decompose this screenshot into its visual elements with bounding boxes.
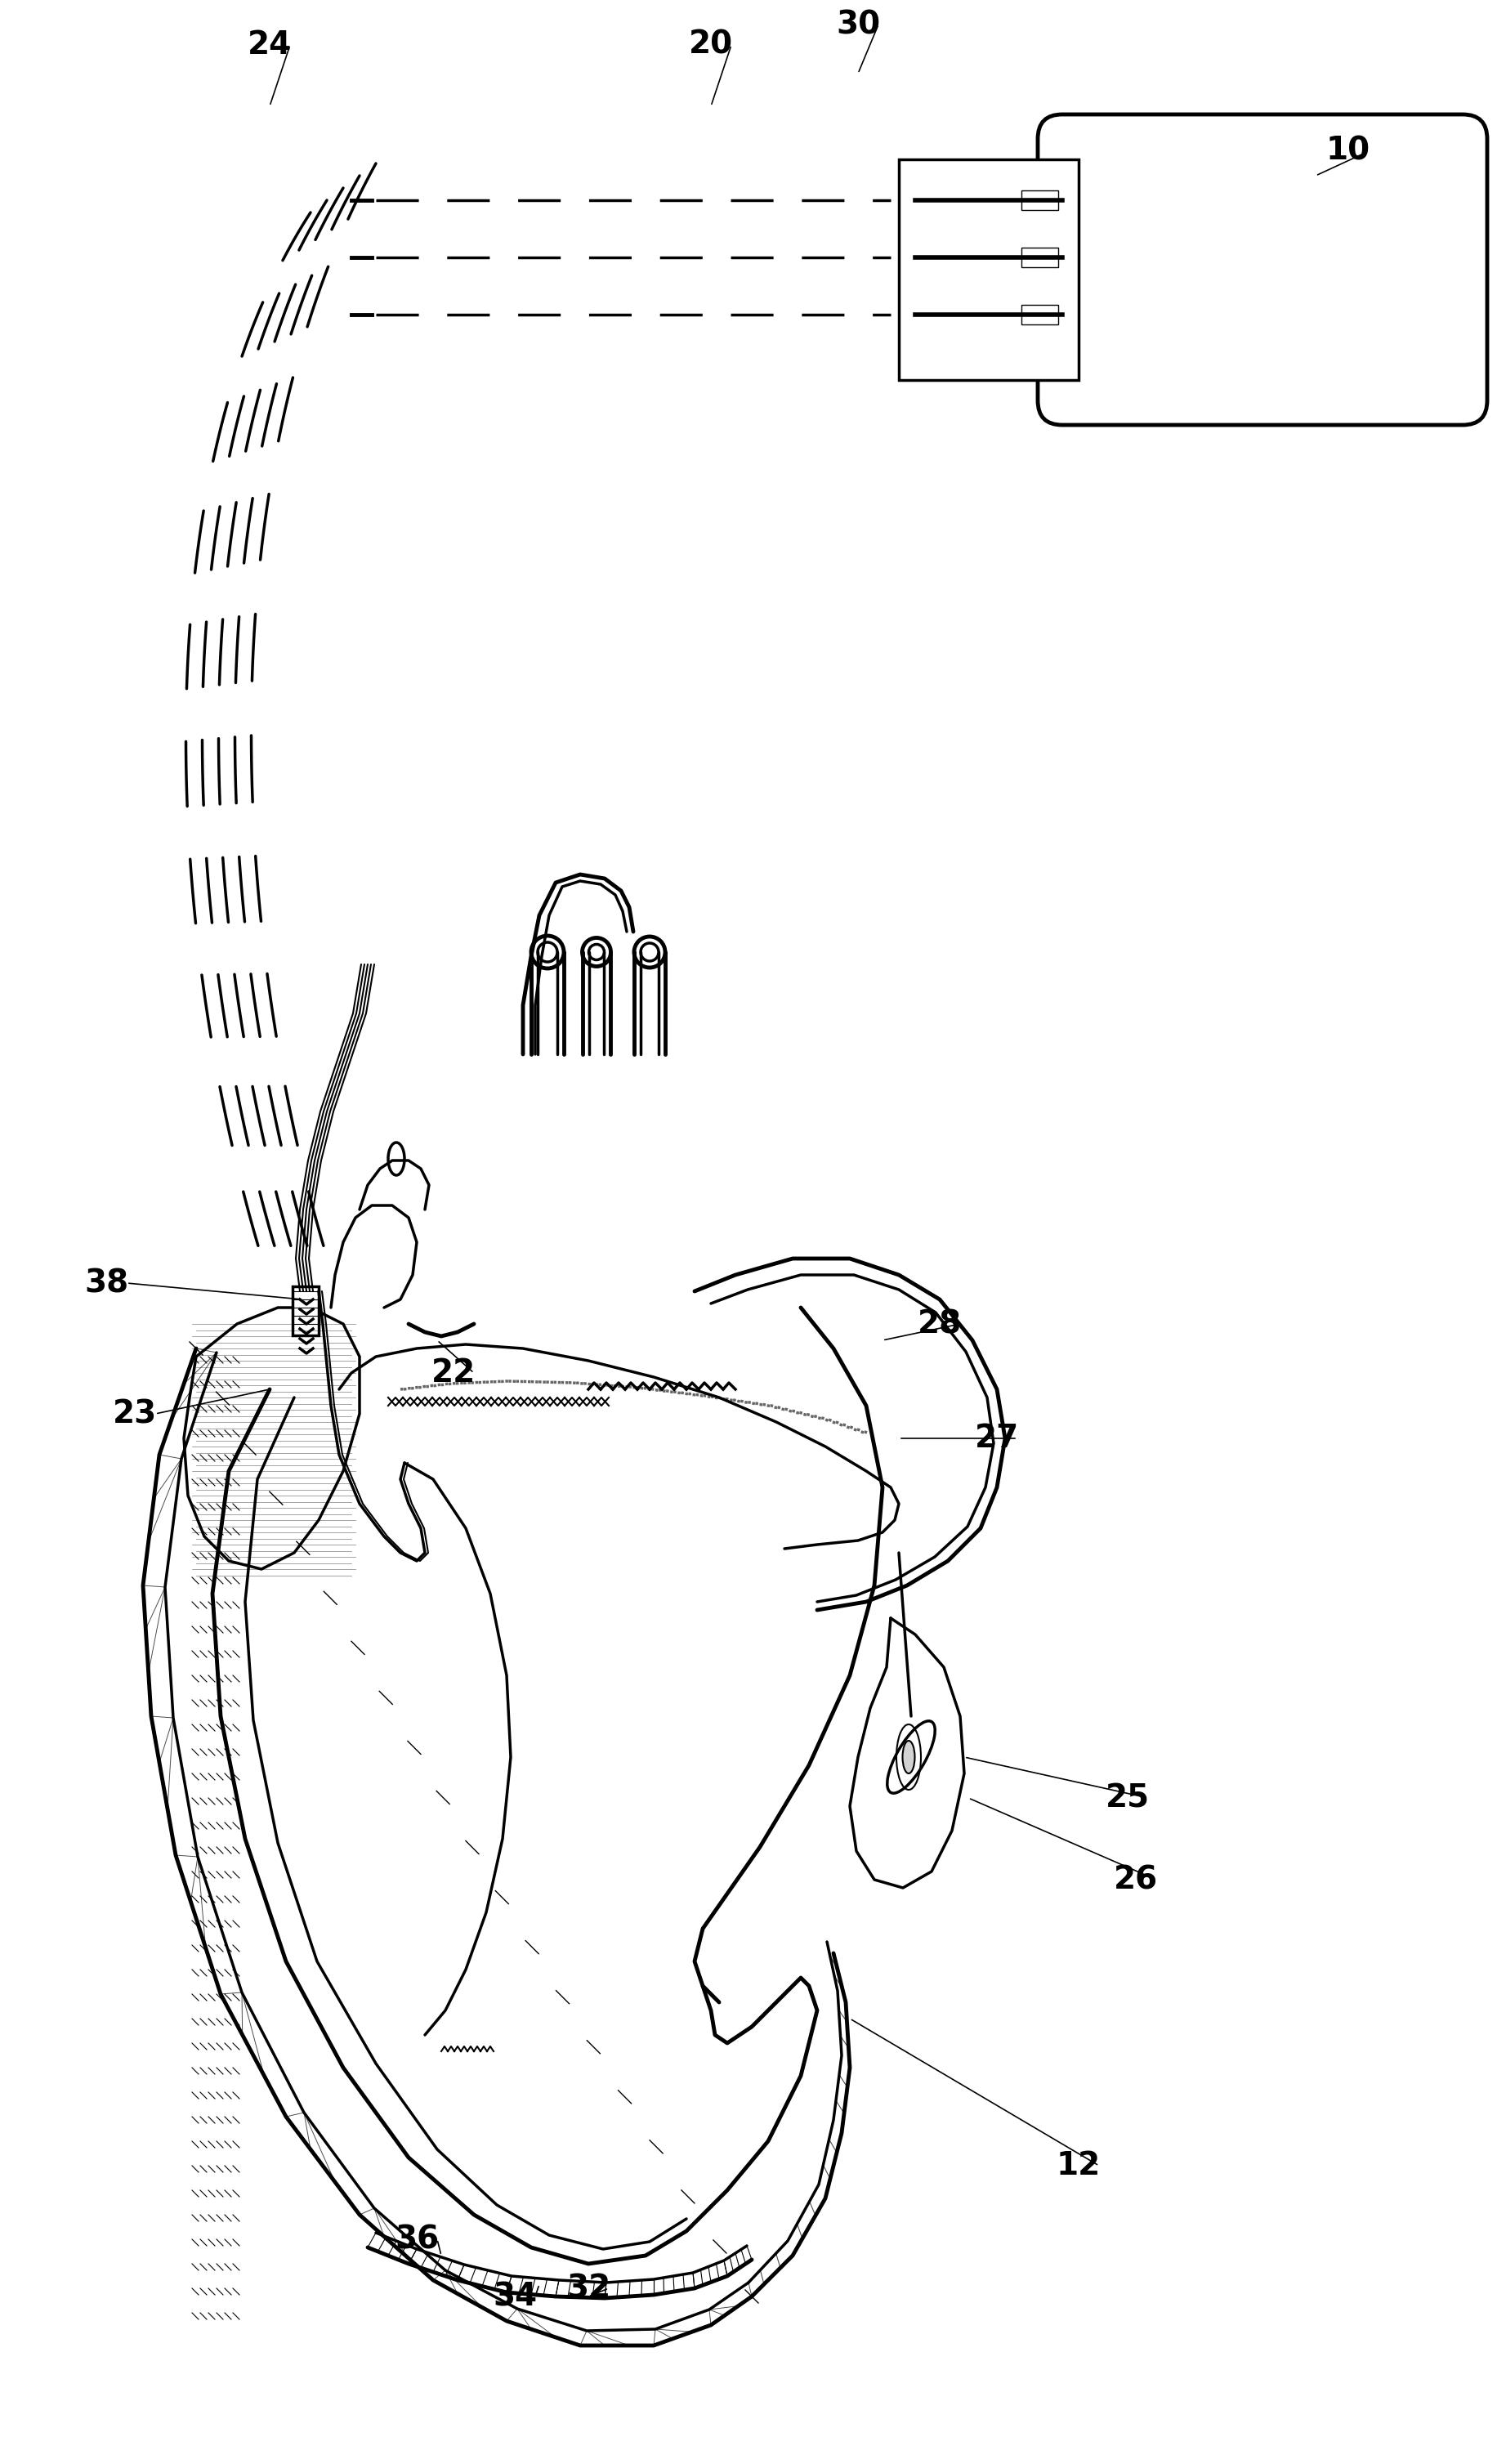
Text: 23: 23 bbox=[112, 1397, 157, 1429]
Bar bbox=[1021, 190, 1058, 209]
Text: 38: 38 bbox=[84, 1266, 129, 1299]
Text: 10: 10 bbox=[1326, 136, 1370, 168]
Bar bbox=[898, 160, 1079, 379]
Text: 32: 32 bbox=[566, 2272, 611, 2304]
Text: 22: 22 bbox=[431, 1358, 476, 1390]
Text: 24: 24 bbox=[247, 30, 292, 62]
Text: 34: 34 bbox=[493, 2282, 537, 2311]
FancyBboxPatch shape bbox=[1037, 113, 1487, 424]
Text: 26: 26 bbox=[1114, 1865, 1159, 1895]
Text: 12: 12 bbox=[1057, 2151, 1100, 2181]
Text: 20: 20 bbox=[689, 30, 734, 62]
Text: 27: 27 bbox=[975, 1422, 1019, 1454]
Bar bbox=[292, 1286, 319, 1335]
Text: 25: 25 bbox=[1106, 1781, 1150, 1814]
Text: 28: 28 bbox=[918, 1308, 963, 1340]
Text: 36: 36 bbox=[395, 2223, 439, 2255]
Ellipse shape bbox=[903, 1740, 915, 1774]
Bar bbox=[1021, 306, 1058, 325]
Text: 30: 30 bbox=[835, 10, 880, 39]
Bar bbox=[295, 1291, 319, 1323]
Bar bbox=[1021, 246, 1058, 266]
